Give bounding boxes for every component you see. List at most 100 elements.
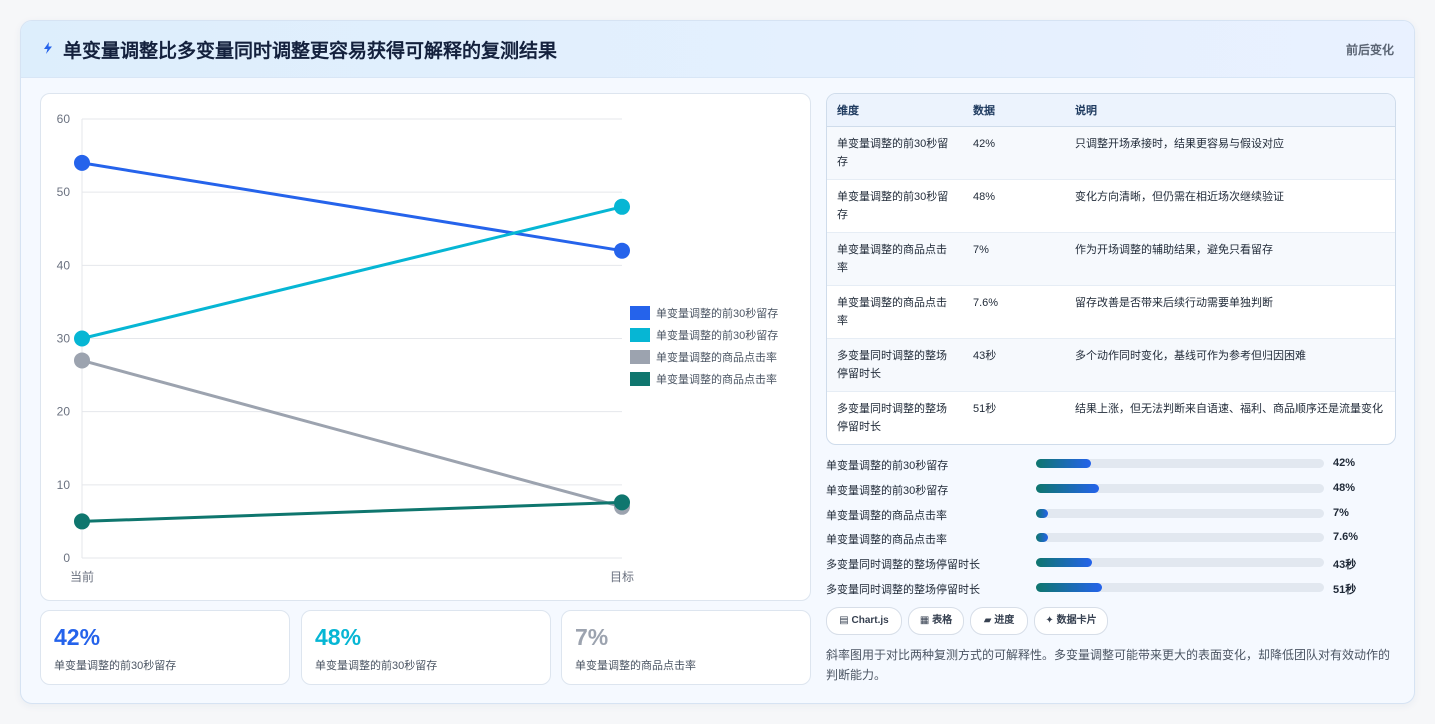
kpi-label: 单变量调整的前30秒留存 [315, 660, 438, 672]
progress-label: 单变量调整的前30秒留存 [826, 460, 949, 472]
progress-icon: ▰ [983, 615, 992, 626]
chart-icon: ▤ [839, 615, 849, 626]
progress-value: 51秒 [1333, 584, 1357, 596]
data-point [74, 330, 90, 347]
legend-label: 单变量调整的商品点击率 [656, 372, 777, 386]
progress-row: 多变量同时调整的整场停留时长 43秒 [826, 554, 1394, 574]
progress-label: 单变量调整的商品点击率 [826, 509, 947, 522]
y-tick-label: 40 [57, 258, 71, 272]
table-icon: ▦ [919, 615, 930, 626]
legend-label: 单变量调整的前30秒留存 [656, 328, 778, 342]
column-header: 维度 [837, 105, 859, 117]
progress-row: 多变量同时调整的整场停留时长 51秒 [826, 579, 1394, 599]
data-point [614, 242, 630, 259]
kpi-value: 48% [315, 624, 362, 650]
chip-label: 数据卡片 [1056, 615, 1097, 626]
progress-row: 单变量调整的商品点击率 7% [826, 505, 1394, 525]
y-tick-label: 0 [63, 551, 70, 565]
column-header: 说明 [1075, 105, 1097, 117]
y-tick-label: 20 [57, 405, 71, 419]
progress-row: 单变量调整的前30秒留存 42% [826, 455, 1394, 475]
chip-label: 表格 [932, 615, 953, 626]
progress-fill [1036, 459, 1091, 468]
progress-row: 单变量调整的商品点击率 7.6% [826, 529, 1394, 549]
legend-swatch [630, 306, 650, 320]
chip-table[interactable]: ▦ 表格 [908, 607, 964, 635]
data-point [74, 513, 90, 530]
column-header: 数据 [973, 105, 995, 117]
cell-description: 只调整开场承接时，结果更容易与假设对应 [1075, 138, 1284, 150]
chart-svg: 0 10 20 30 40 50 60 当前 目标 单变量调整的前30秒留存单变量调整的前30秒留… [57, 112, 779, 584]
chip-sparkle[interactable]: ✦ 数据卡片 [1034, 607, 1108, 635]
table-header: 维度 数据 说明 [827, 94, 1395, 127]
progress-fill [1036, 483, 1100, 493]
legend-swatch [630, 372, 650, 386]
cell-data: 43秒 [973, 350, 997, 362]
progress-value: 7.6% [1333, 531, 1359, 544]
series-line [81, 161, 623, 253]
cell-dimension: 单变量调整的前30秒留存 [837, 191, 949, 221]
kpi-card: 7% 单变量调整的商品点击率 [561, 610, 811, 685]
series-line [81, 500, 623, 523]
data-table: 维度 数据 说明 单变量调整的前30秒留存 42% 只调整开场承接时，结果更容易与假… [826, 93, 1396, 445]
cell-dimension: 多变量同时调整的整场停留时长 [837, 350, 947, 380]
progress-value: 42% [1333, 457, 1356, 469]
legend-label: 单变量调整的商品点击率 [656, 350, 777, 364]
progress-track [1036, 459, 1324, 468]
chip-progress[interactable]: ▰ 进度 [970, 607, 1028, 635]
kpi-label: 单变量调整的商品点击率 [575, 660, 696, 672]
chip-label: Chart.js [851, 615, 889, 626]
header-tag: 前后变化 [1345, 43, 1394, 57]
progress-track [1036, 483, 1324, 493]
cell-dimension: 多变量同时调整的整场停留时长 [837, 403, 947, 433]
table-row: 单变量调整的商品点击率 7% 作为开场调整的辅助结果，避免只看留存 [827, 233, 1395, 286]
cell-description: 多个动作同时变化，基线可作为参考但归因困难 [1075, 350, 1306, 362]
kpi-label: 单变量调整的前30秒留存 [54, 660, 177, 672]
progress-label: 多变量同时调整的整场停留时长 [826, 559, 980, 572]
progress-track [1036, 558, 1324, 568]
y-tick-label: 60 [57, 112, 71, 126]
progress-label: 多变量同时调整的整场停留时长 [826, 584, 980, 596]
progress-row: 单变量调整的前30秒留存 48% [826, 480, 1394, 500]
legend-swatch [630, 328, 650, 342]
x-tick-label: 当前 [70, 569, 94, 584]
series-line [81, 359, 623, 509]
series-line [81, 205, 623, 340]
progress-label: 单变量调整的前30秒留存 [826, 484, 949, 497]
kpi-value: 7% [575, 624, 609, 650]
cell-description: 结果上涨，但无法判断来自语速、福利、商品顺序还是流量变化 [1075, 403, 1383, 415]
progress-track [1036, 533, 1324, 543]
legend-label: 单变量调整的前30秒留存 [656, 306, 778, 320]
cell-data: 7.6% [973, 297, 999, 309]
progress-track [1036, 583, 1324, 592]
progress-fill [1036, 508, 1048, 518]
page-title: 单变量调整比多变量同时调整更容易获得可解释的复测结果 [63, 41, 558, 62]
y-tick-label: 30 [57, 332, 71, 346]
y-tick-label: 50 [57, 185, 71, 199]
slope-chart: 0 10 20 30 40 50 60 当前 目标 单变量调整的前30秒留存 单变量调整的前30秒留… [40, 93, 811, 601]
progress-value: 48% [1333, 481, 1356, 494]
x-tick-label: 目标 [610, 570, 634, 584]
data-point [614, 198, 630, 215]
progress-value: 43秒 [1333, 559, 1357, 572]
progress-fill [1036, 583, 1103, 592]
cell-dimension: 单变量调整的商品点击率 [837, 244, 947, 274]
progress-fill [1036, 558, 1093, 568]
table-row: 单变量调整的商品点击率 7.6% 留存改善是否带来后续行动需要单独判断 [827, 286, 1395, 339]
cell-data: 51秒 [973, 403, 997, 415]
data-point [74, 352, 90, 369]
cell-description: 变化方向清晰，但仍需在相近场次继续验证 [1075, 191, 1284, 203]
cell-data: 42% [973, 138, 996, 150]
progress-label: 单变量调整的商品点击率 [826, 534, 947, 547]
progress-fill [1036, 533, 1048, 543]
cell-dimension: 单变量调整的前30秒留存 [837, 138, 949, 168]
data-point [74, 154, 90, 171]
cell-dimension: 单变量调整的商品点击率 [837, 297, 947, 327]
sparkle-icon: ✦ [1045, 615, 1054, 626]
kpi-card: 48% 单变量调整的前30秒留存 [301, 610, 551, 685]
panel-card: 单变量调整比多变量同时调整更容易获得可解释的复测结果 前后变化 0 10 20 30 4… [20, 20, 1415, 704]
chip-chart[interactable]: ▤ Chart.js [826, 607, 902, 635]
lightning-icon [44, 42, 52, 54]
table-row: 单变量调整的前30秒留存 48% 变化方向清晰，但仍需在相近场次继续验证 [827, 180, 1395, 233]
progress-track [1036, 508, 1324, 518]
